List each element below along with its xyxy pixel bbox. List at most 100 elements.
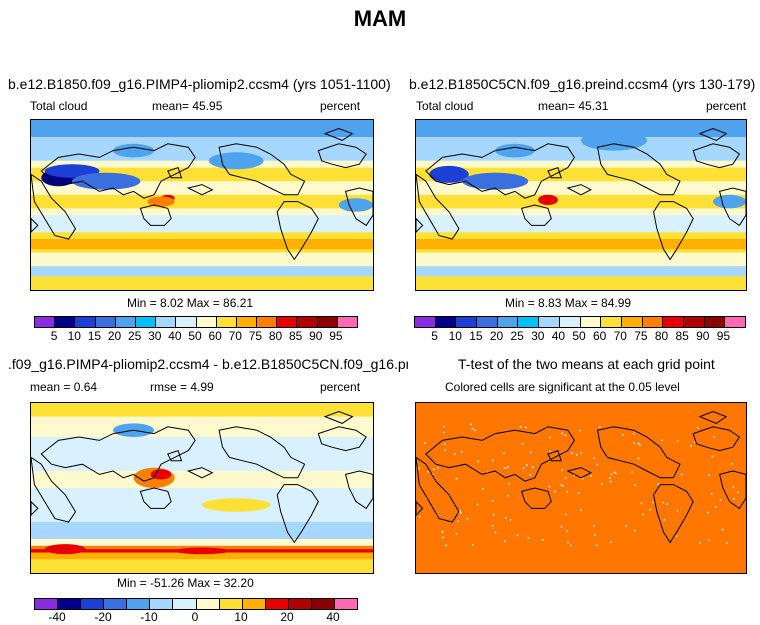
- insignificant-cell: [632, 432, 635, 435]
- insignificant-cell: [566, 530, 569, 532]
- insignificant-cell: [719, 499, 722, 501]
- insignificant-cell: [476, 503, 479, 506]
- colorbar-swatch: [621, 317, 643, 327]
- insignificant-cell: [509, 519, 512, 521]
- field-anomaly: [338, 198, 373, 212]
- insignificant-cell: [454, 453, 456, 455]
- insignificant-cell: [566, 491, 569, 493]
- panel-tr-variable: Total cloud: [416, 99, 474, 113]
- field-anomaly: [202, 498, 271, 512]
- insignificant-cell: [525, 426, 527, 429]
- field-band: [31, 276, 373, 290]
- coastline: [323, 410, 354, 424]
- coastline: [344, 187, 373, 227]
- colorbar-swatch: [704, 317, 726, 327]
- panel-tl-title: b.e12.B1850.f09_g16.PIMP4-pliomip2.ccsm4…: [8, 76, 391, 92]
- insignificant-cell: [725, 542, 728, 544]
- colorbar-tick-label: 95: [329, 329, 343, 343]
- insignificant-cell: [634, 484, 636, 486]
- insignificant-cell: [460, 512, 462, 514]
- field-band: [416, 252, 746, 267]
- colorbar-tick-label: 30: [148, 329, 162, 343]
- panel-tl-colorbar: [34, 316, 358, 328]
- coastline: [698, 127, 728, 141]
- coastline: [566, 467, 592, 479]
- insignificant-cell: [564, 513, 567, 516]
- panel-br-title: T-test of the two means at each grid poi…: [458, 356, 715, 372]
- colorbar-tick-label: 70: [613, 329, 627, 343]
- insignificant-cell: [567, 541, 569, 544]
- colorbar-tick-label: 40: [326, 610, 340, 624]
- insignificant-cell: [542, 539, 544, 541]
- panel-br-subtitle: Colored cells are significant at the 0.0…: [445, 380, 680, 394]
- colorbar-tick-label: 10: [448, 329, 462, 343]
- colorbar-swatch: [297, 317, 318, 327]
- panel-tl-mean: mean= 45.95: [152, 99, 223, 113]
- field-anomaly: [429, 165, 469, 183]
- insignificant-cell: [494, 531, 497, 534]
- coastline: [139, 204, 172, 226]
- field-band: [31, 559, 373, 573]
- insignificant-cell: [455, 533, 458, 535]
- coastline: [596, 426, 681, 479]
- coastline: [167, 449, 183, 462]
- insignificant-cell: [522, 467, 525, 469]
- colorbar-swatch: [725, 317, 745, 327]
- colorbar-swatch: [219, 599, 243, 609]
- insignificant-cell: [532, 466, 534, 468]
- field-band: [31, 403, 373, 417]
- insignificant-cell: [444, 443, 446, 445]
- insignificant-cell: [609, 477, 611, 479]
- colorbar-tick-label: 60: [592, 329, 607, 343]
- insignificant-cell: [504, 467, 506, 469]
- panel-bl-map: [30, 402, 374, 574]
- insignificant-cell: [507, 495, 509, 497]
- colorbar-tick-label: 50: [572, 329, 586, 343]
- colorbar-swatch: [435, 317, 457, 327]
- insignificant-cell: [707, 511, 709, 514]
- colorbar-swatch: [317, 317, 338, 327]
- insignificant-cell: [633, 529, 636, 532]
- insignificant-cell: [661, 439, 663, 442]
- insignificant-cell: [708, 539, 711, 541]
- coastline: [317, 143, 367, 169]
- field-anomaly: [113, 143, 155, 158]
- insignificant-cell: [609, 480, 612, 483]
- colorbar-tick-label: 90: [696, 329, 710, 343]
- insignificant-cell: [521, 442, 524, 445]
- panel-tr-title: b.e12.B1850C5CN.f09_g16.preind.ccsm4 (yr…: [409, 76, 756, 92]
- insignificant-cell: [504, 540, 506, 542]
- insignificant-cell: [507, 466, 509, 469]
- field-band: [416, 276, 746, 290]
- colorbar-tick-label: 50: [188, 329, 202, 343]
- colorbar-tick-label: 95: [716, 329, 731, 343]
- colorbar-swatch: [477, 317, 498, 327]
- coastline: [276, 201, 319, 261]
- insignificant-cell: [689, 445, 692, 447]
- coastline: [218, 426, 306, 479]
- insignificant-cell: [711, 455, 714, 458]
- coastline: [31, 500, 39, 516]
- coastline: [698, 410, 728, 424]
- insignificant-cell: [549, 436, 551, 439]
- insignificant-cell: [527, 537, 529, 539]
- insignificant-cell: [633, 442, 635, 444]
- coastline: [425, 143, 575, 199]
- field-band: [416, 194, 746, 209]
- insignificant-cell: [699, 541, 701, 544]
- colorbar-swatch: [497, 317, 519, 327]
- colorbar-swatch: [58, 599, 82, 609]
- insignificant-cell: [460, 450, 463, 453]
- insignificant-cell: [598, 426, 601, 428]
- insignificant-cell: [571, 452, 573, 454]
- insignificant-cell: [418, 467, 420, 469]
- insignificant-cell: [457, 512, 460, 515]
- panel-tl-stats: Min = 8.02 Max = 86.21: [127, 296, 254, 310]
- insignificant-cell: [482, 487, 484, 490]
- colorbar-swatch: [559, 317, 581, 327]
- insignificant-cell: [593, 525, 595, 527]
- insignificant-cell: [459, 510, 462, 512]
- panel-bl-mean: mean = 0.64: [30, 380, 98, 394]
- colorbar-tick-label: 80: [654, 329, 669, 343]
- coastline: [520, 487, 552, 509]
